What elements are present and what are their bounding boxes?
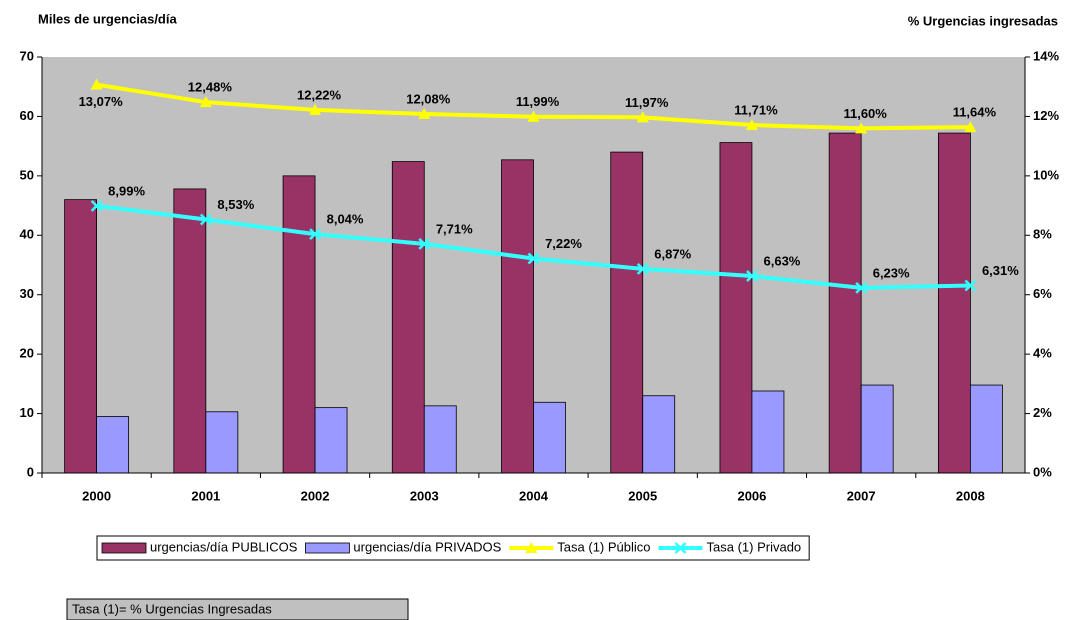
legend-label: Tasa (1) Privado xyxy=(707,539,802,554)
bar xyxy=(719,142,753,474)
bar xyxy=(937,132,971,474)
x-tick-label: 2008 xyxy=(956,488,985,503)
marker xyxy=(525,542,538,553)
bar xyxy=(96,416,130,474)
y-tick-label: 0 xyxy=(27,464,34,479)
y2-tick-label: 12% xyxy=(1033,108,1059,123)
bar xyxy=(642,395,676,474)
data-label: 11,99% xyxy=(516,94,560,109)
x-tick-label: 2000 xyxy=(82,488,111,503)
bar xyxy=(610,151,644,474)
bar xyxy=(969,384,1003,474)
x-tick-label: 2004 xyxy=(519,488,549,503)
legend: urgencias/día PUBLICOS urgencias/día PRIV… xyxy=(96,535,810,561)
bar xyxy=(423,405,457,474)
y-tick-label: 70 xyxy=(20,48,34,63)
x-tick-label: 2001 xyxy=(191,488,220,503)
bar xyxy=(314,407,348,474)
data-label: 6,63% xyxy=(764,253,801,268)
y2-tick-label: 10% xyxy=(1033,167,1059,182)
y2-tick-label: 2% xyxy=(1033,405,1052,420)
marker xyxy=(199,213,212,226)
y2-tick-label: 8% xyxy=(1033,227,1052,242)
x-tick-label: 2006 xyxy=(737,488,766,503)
y-tick-label: 40 xyxy=(20,227,34,242)
marker xyxy=(745,119,758,131)
marker xyxy=(90,199,103,212)
marker xyxy=(309,103,322,115)
marker xyxy=(527,252,540,265)
bar xyxy=(173,188,207,474)
x-tick-label: 2007 xyxy=(847,488,876,503)
data-label: 11,71% xyxy=(734,102,778,117)
y-tick-label: 20 xyxy=(20,346,34,361)
data-label: 11,60% xyxy=(843,106,887,121)
data-label: 6,31% xyxy=(982,263,1019,278)
bar xyxy=(501,159,534,474)
y2-tick-label: 6% xyxy=(1033,286,1052,301)
y-axis-title: Miles de urgencias/día xyxy=(38,11,177,26)
data-label: 11,97% xyxy=(625,95,669,110)
bar xyxy=(391,161,425,474)
bar xyxy=(533,401,566,474)
marker xyxy=(855,122,868,134)
y2-tick-label: 14% xyxy=(1033,48,1059,63)
bar xyxy=(282,175,316,474)
data-label: 6,87% xyxy=(654,246,691,261)
bar xyxy=(64,199,98,474)
data-label: 7,22% xyxy=(545,236,582,251)
bar xyxy=(860,384,894,474)
data-label: 12,48% xyxy=(188,80,233,95)
marker xyxy=(855,281,868,294)
data-label: 13,07% xyxy=(79,94,124,109)
marker xyxy=(527,110,540,122)
y-tick-label: 50 xyxy=(20,167,34,182)
marker xyxy=(418,238,431,250)
y-tick-label: 10 xyxy=(20,405,34,420)
marker xyxy=(199,96,212,108)
x-tick-label: 2005 xyxy=(628,488,657,503)
marker xyxy=(964,279,977,292)
marker xyxy=(964,121,977,133)
legend-swatch xyxy=(305,542,350,554)
note: Tasa (1)= % Urgencias Ingresadas xyxy=(72,601,272,616)
y2-axis-title: % Urgencias ingresadas xyxy=(908,13,1058,28)
legend-label: Tasa (1) Público xyxy=(557,539,650,554)
data-label: 8,99% xyxy=(108,183,145,198)
bar xyxy=(205,411,239,474)
data-label: 12,08% xyxy=(406,91,451,106)
x-tick-label: 2003 xyxy=(410,488,439,503)
data-label: 7,71% xyxy=(436,221,473,236)
legend-label: urgencias/día PRIVADOS xyxy=(353,539,501,554)
marker xyxy=(746,270,758,282)
y2-tick-label: 0% xyxy=(1033,464,1052,479)
x-tick-label: 2002 xyxy=(301,488,330,503)
data-label: 8,04% xyxy=(327,212,364,227)
data-label: 12,22% xyxy=(297,87,342,102)
bar xyxy=(828,132,862,474)
bar xyxy=(751,390,785,474)
data-label: 8,53% xyxy=(217,197,254,212)
data-label: 6,23% xyxy=(873,265,910,280)
legend-swatch xyxy=(101,542,147,554)
note-box xyxy=(66,598,409,620)
y2-tick-label: 4% xyxy=(1033,346,1052,361)
marker xyxy=(309,228,321,240)
marker xyxy=(418,108,431,120)
marker xyxy=(636,262,649,275)
marker xyxy=(90,78,103,90)
y-tick-label: 60 xyxy=(20,108,34,123)
legend-label: urgencias/día PUBLICOS xyxy=(150,539,298,554)
data-label: 11,64% xyxy=(953,105,997,120)
marker xyxy=(636,111,649,123)
y-tick-label: 30 xyxy=(20,286,34,301)
marker xyxy=(674,542,687,554)
